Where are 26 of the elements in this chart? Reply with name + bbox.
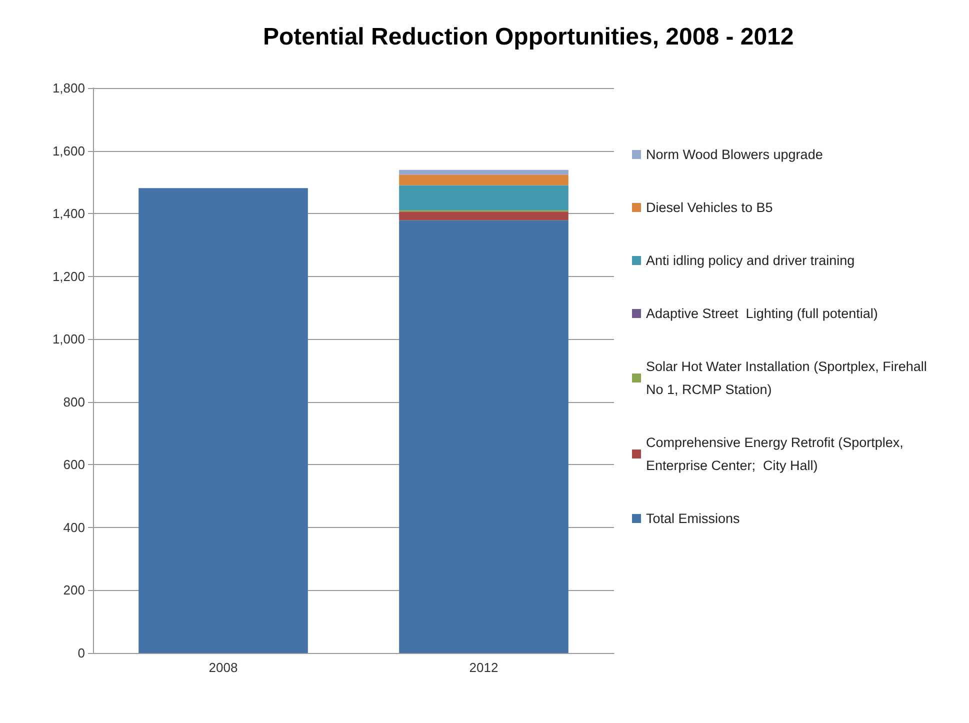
x-tick-label: 2008 (208, 660, 238, 675)
y-tick-label: 1,800 (52, 80, 85, 96)
y-tick-label: 600 (63, 457, 85, 472)
y-tick-label: 1,200 (52, 268, 85, 284)
y-tick-label: 1,000 (52, 332, 85, 347)
legend-label: Anti idling policy and driver training (646, 253, 855, 268)
bar (138, 188, 308, 653)
y-tick-label: 800 (63, 394, 85, 410)
y-tick-label: 200 (63, 582, 85, 598)
bar (399, 170, 568, 175)
x-tick-label: 2012 (469, 660, 498, 675)
bar (399, 212, 568, 220)
y-tick-label: 1,400 (52, 206, 85, 222)
legend-label: Comprehensive Energy Retrofit (Sportplex, Enterprise Center; City Hall) (646, 435, 908, 473)
legend-label: Norm Wood Blowers upgrade (646, 147, 823, 162)
legend-label: Diesel Vehicles to B5 (646, 200, 773, 215)
bar (399, 220, 568, 653)
bar (399, 174, 568, 186)
legend-label: Adaptive Street Lighting (full potential) (646, 306, 878, 321)
chart-title: Potential Reduction Opportunities, 2008 - 2012 (263, 24, 794, 50)
legend-label: Total Emissions (646, 511, 740, 526)
y-tick-label: 400 (63, 520, 85, 535)
y-tick-label: 1,600 (52, 143, 85, 158)
bar (399, 185, 568, 210)
legend-label: Solar Hot Water Installation (Sportplex, Firehall No 1, RCMP Station) (646, 359, 931, 397)
y-tick-label: 0 (78, 646, 85, 660)
